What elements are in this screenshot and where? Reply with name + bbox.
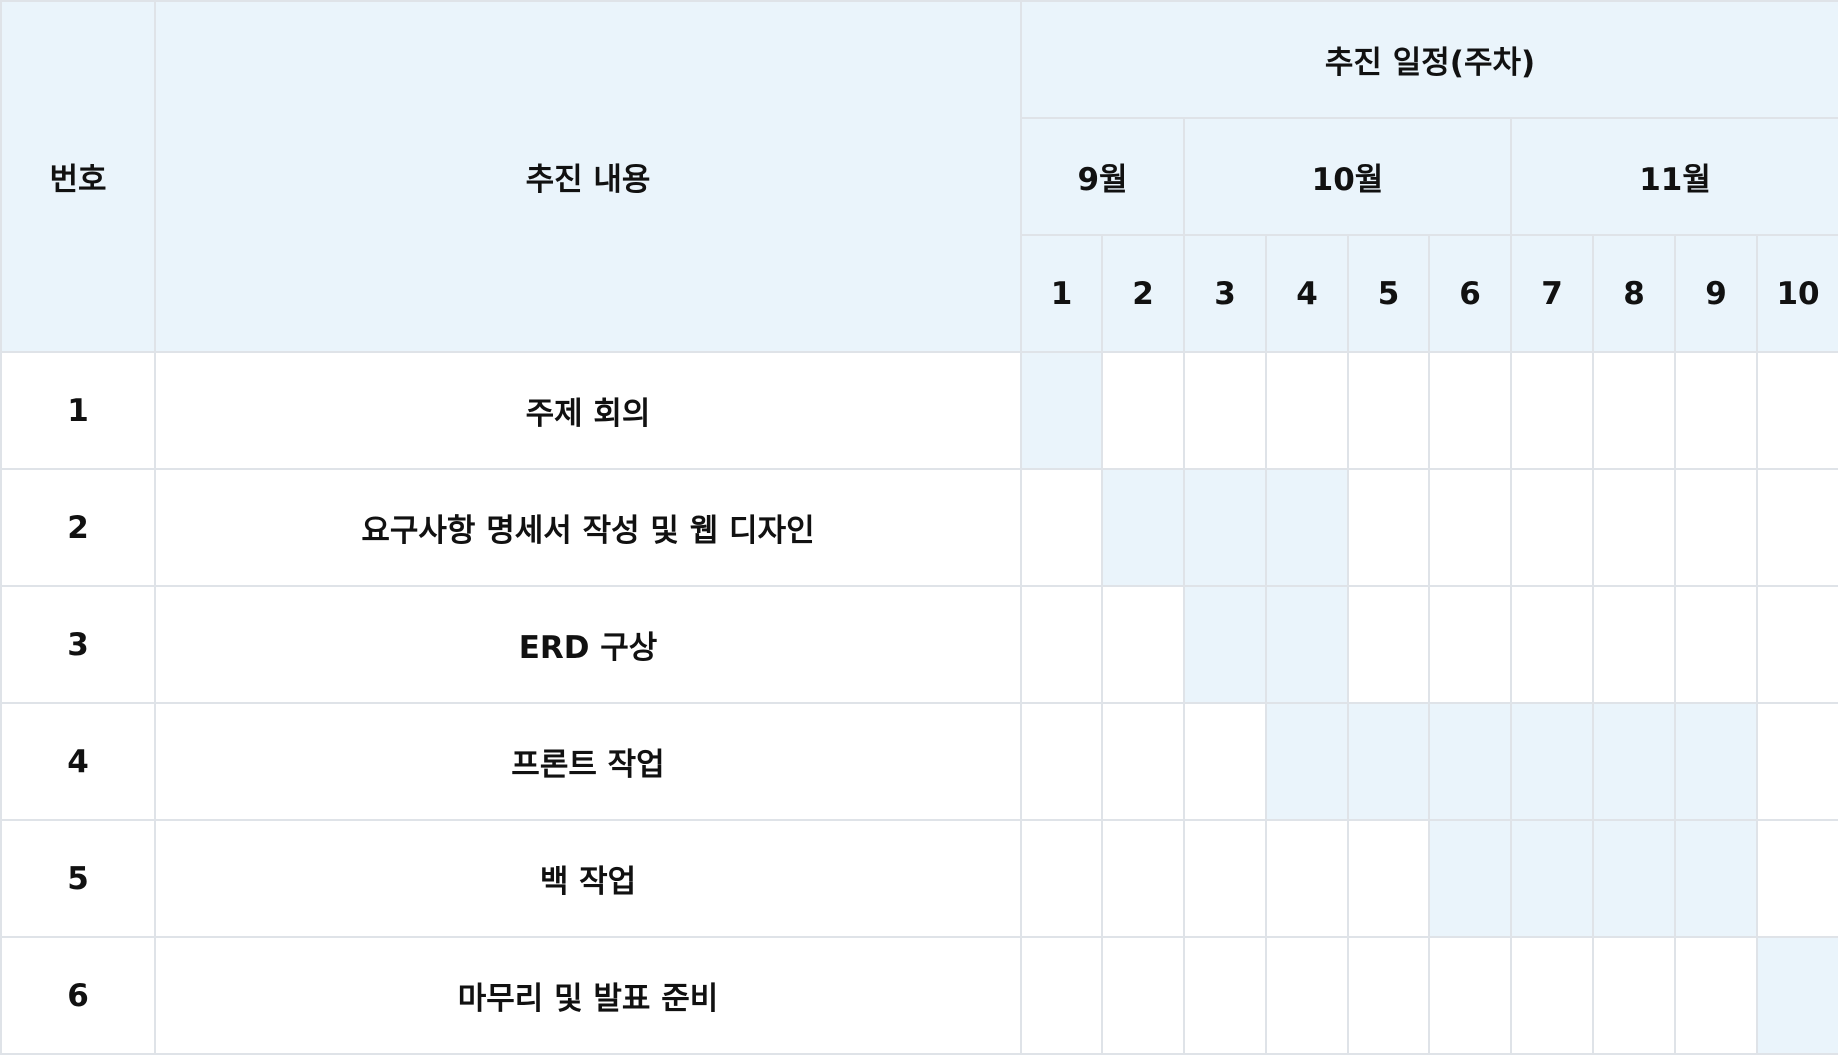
month-header: 10월 [1183,117,1512,236]
week-header: 1 [1020,234,1103,353]
task-name: 마무리 및 발표 준비 [154,936,1022,1055]
schedule-cell [1020,585,1103,704]
schedule-cell [1755,351,1838,470]
task-name: ERD 구상 [154,585,1022,704]
schedule-cell [1020,702,1103,821]
task-number: 5 [0,819,156,938]
schedule-bar-cell [1183,468,1267,587]
schedule-cell [1347,351,1430,470]
schedule-cell [1020,468,1103,587]
schedule-cell [1101,702,1185,821]
table-row: 1 주제 회의 [0,351,1838,470]
task-number: 6 [0,936,156,1055]
schedule-cell [1183,936,1267,1055]
week-header: 7 [1510,234,1594,353]
schedule-cell [1101,585,1185,704]
week-header: 9 [1674,234,1758,353]
task-name: 주제 회의 [154,351,1022,470]
week-row: 1 2 3 4 5 6 7 8 9 10 [1,234,1838,353]
schedule-cell [1510,468,1594,587]
schedule-cell [1510,351,1594,470]
schedule-cell [1428,468,1512,587]
schedule-bar-cell [1755,936,1838,1055]
schedule-bar-cell [1265,585,1349,704]
task-number: 3 [0,585,156,704]
table-row: 4 프론트 작업 [0,702,1838,821]
schedule-cell [1428,936,1512,1055]
week-header: 3 [1183,234,1267,353]
schedule-cell [1101,351,1185,470]
schedule-cell [1101,819,1185,938]
schedule-bar-cell [1592,819,1676,938]
task-name: 요구사항 명세서 작성 및 웹 디자인 [154,468,1022,587]
schedule-cell [1510,585,1594,704]
week-header: 10 [1755,234,1838,353]
schedule-bar-cell [1101,468,1185,587]
schedule-bar-cell [1510,702,1594,821]
schedule-cell [1183,819,1267,938]
task-number: 2 [0,468,156,587]
table-row: 6 마무리 및 발표 준비 [0,936,1838,1055]
month-header: 11월 [1509,117,1838,236]
schedule-cell [1755,585,1838,704]
schedule-cell [1755,468,1838,587]
schedule-cell [1428,351,1512,470]
schedule-bar-cell [1510,819,1594,938]
task-name: 프론트 작업 [154,702,1022,821]
schedule-cell [1183,702,1267,821]
schedule-cell [1265,819,1349,938]
table-row: 2 요구사항 명세서 작성 및 웹 디자인 [0,468,1838,587]
schedule-cell [1347,585,1430,704]
schedule-cell [1428,585,1512,704]
week-header: 8 [1592,234,1676,353]
schedule-bar-cell [1265,702,1349,821]
schedule-cell [1510,936,1594,1055]
week-header: 6 [1428,234,1512,353]
task-number: 4 [0,702,156,821]
month-row: 9월 10월 11월 [1,117,1838,236]
schedule-cell [1755,702,1838,821]
schedule-bar-cell [1265,468,1349,587]
schedule-bar-cell [1428,819,1512,938]
week-header: 2 [1101,234,1185,353]
schedule-cell [1674,468,1758,587]
schedule-cell [1183,351,1267,470]
schedule-cell [1592,468,1676,587]
schedule-cell [1674,351,1758,470]
schedule-cell [1020,819,1103,938]
schedule-cell [1347,936,1430,1055]
number-header: 번호 [0,0,156,353]
schedule-cell [1755,819,1838,938]
schedule-cell [1347,468,1430,587]
schedule-cell [1265,351,1349,470]
schedule-cell [1674,585,1758,704]
schedule-cell [1592,936,1676,1055]
schedule-cell [1592,585,1676,704]
schedule-bar-cell [1347,702,1430,821]
schedule-cell [1101,936,1185,1055]
schedule-cell [1347,819,1430,938]
week-header: 4 [1265,234,1349,353]
task-name: 백 작업 [154,819,1022,938]
schedule-header: 추진 일정(주차) [1019,0,1838,119]
header-row-1: 번호 추진 내용 추진 일정(주차) [0,0,1838,353]
schedule-bar-cell [1183,585,1267,704]
schedule-cell [1020,936,1103,1055]
table-row: 3 ERD 구상 [0,585,1838,704]
schedule-bar-cell [1674,702,1758,821]
content-header: 추진 내용 [154,0,1022,353]
schedule-cell [1265,936,1349,1055]
task-body: 1 주제 회의 2 요구사항 명세서 작성 및 웹 디자인 3 ERD 구상 4 프론트 작업… [0,351,1838,1055]
schedule-cell [1592,351,1676,470]
week-header: 5 [1347,234,1430,353]
schedule-bar-cell [1428,702,1512,821]
task-number: 1 [0,351,156,470]
schedule-cell [1674,936,1758,1055]
schedule-bar-cell [1674,819,1758,938]
schedule-bar-cell [1020,351,1103,470]
month-header: 9월 [1020,117,1185,236]
schedule-bar-cell [1592,702,1676,821]
